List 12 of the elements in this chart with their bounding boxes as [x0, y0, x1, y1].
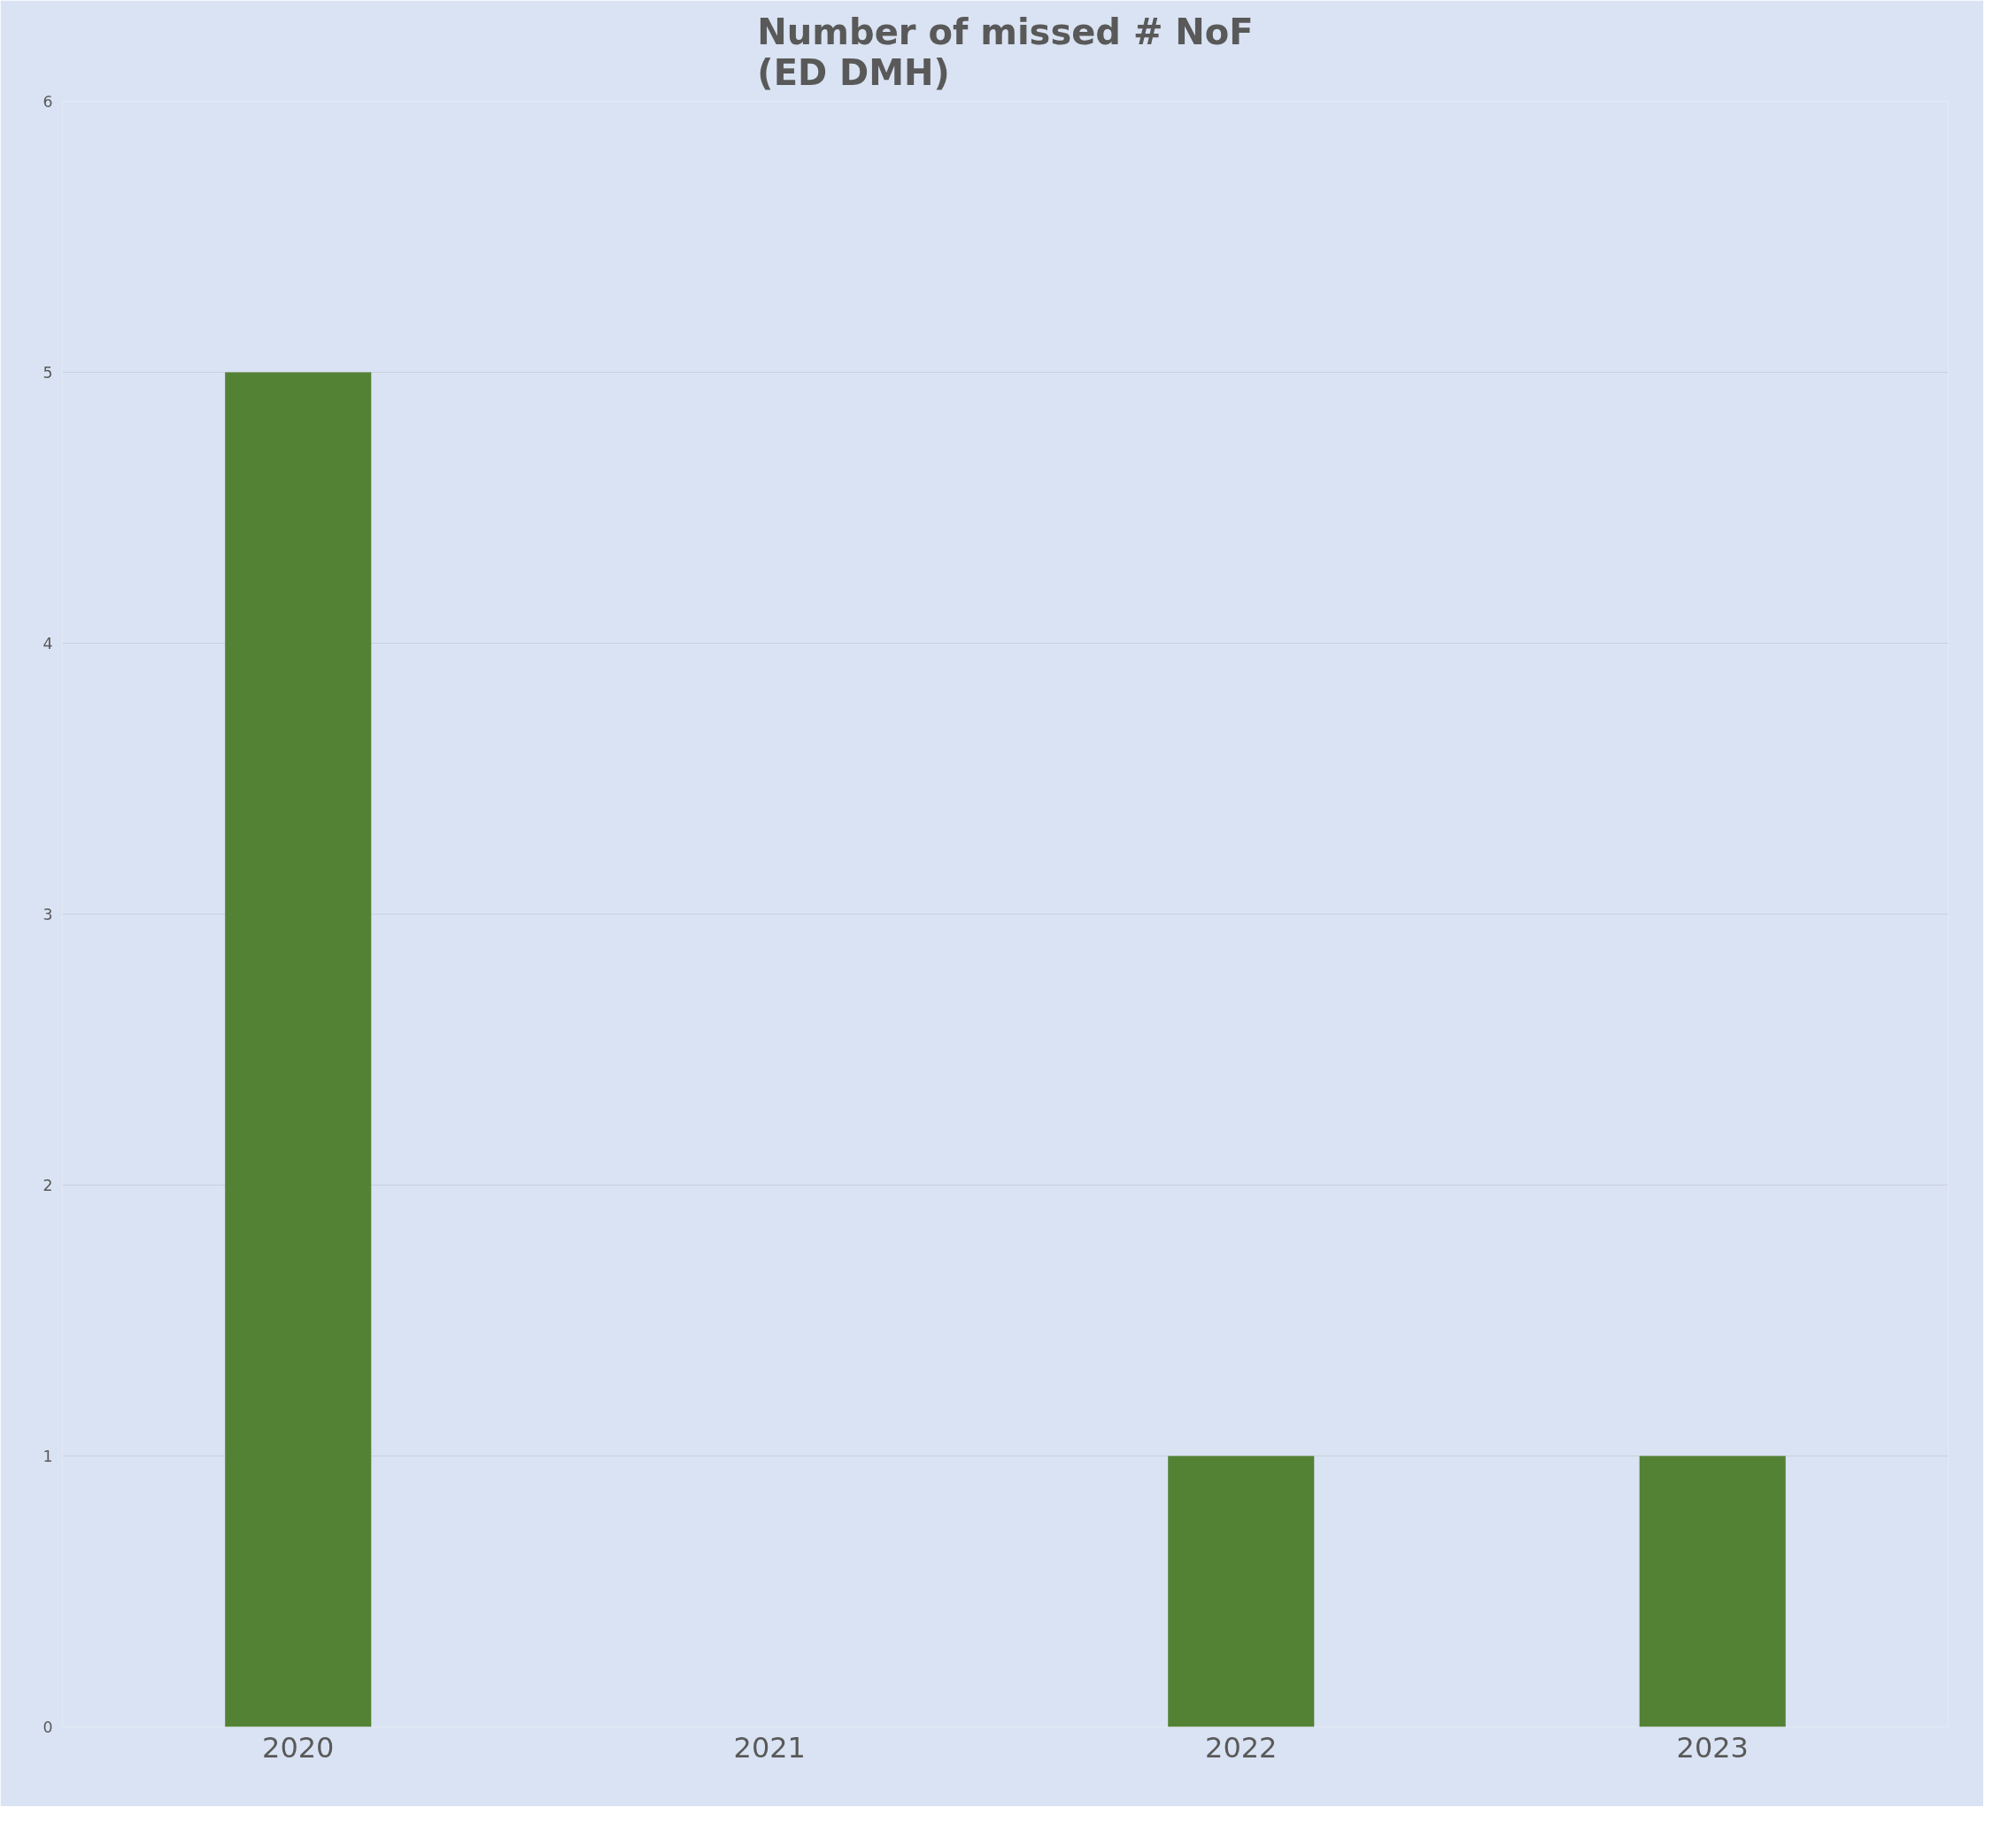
y-tick-label: 4 [42, 635, 53, 653]
y-tick-label: 1 [42, 1448, 53, 1465]
y-tick-label: 3 [42, 906, 53, 923]
y-tick-label: 6 [42, 93, 53, 111]
y-tick-label: 5 [42, 364, 53, 382]
chart-title: Number of missed # NoF (ED DMH) [757, 11, 1254, 93]
y-tick-label: 0 [42, 1719, 53, 1736]
x-tick-label: 2022 [1205, 1730, 1278, 1765]
x-tick-label: 2020 [262, 1730, 335, 1765]
x-tick-label: 2023 [1676, 1730, 1749, 1765]
x-tick-label: 2021 [733, 1730, 806, 1765]
y-tick-label: 2 [42, 1177, 53, 1194]
